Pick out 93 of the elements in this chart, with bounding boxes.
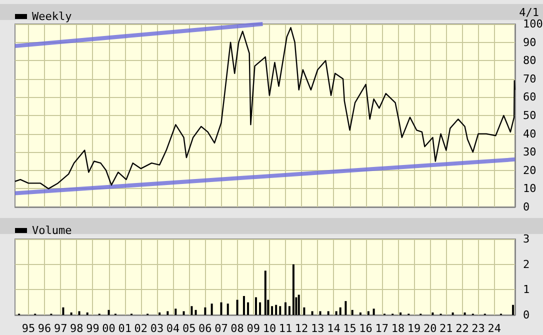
- bar: [247, 302, 250, 315]
- bar: [182, 311, 185, 315]
- x-tick-label: 23: [472, 322, 485, 335]
- bar: [78, 311, 80, 315]
- bar: [236, 300, 238, 315]
- y-tick-label: 30: [523, 146, 536, 159]
- x-tick-label: 12: [294, 322, 308, 335]
- y-tick-label: 0: [523, 308, 530, 322]
- y-tick-label: 2: [523, 258, 530, 271]
- x-tick-label: 24: [488, 322, 502, 335]
- x-tick-label: 21: [440, 322, 453, 335]
- x-tick-label: 01: [118, 322, 132, 335]
- bar: [158, 312, 161, 315]
- x-tick-label: 16: [359, 322, 372, 335]
- x-tick-label: 96: [38, 322, 52, 335]
- x-tick-label: 03: [150, 322, 164, 335]
- bar: [512, 304, 514, 315]
- bar: [166, 311, 169, 315]
- y-tick-label: 40: [523, 127, 536, 140]
- x-tick-label: 06: [198, 322, 212, 335]
- bar: [279, 306, 282, 315]
- bar: [284, 302, 286, 315]
- bar: [108, 310, 110, 315]
- bar: [292, 264, 294, 315]
- x-tick-label: 99: [86, 322, 100, 335]
- bar: [452, 312, 454, 315]
- y-tick-label: 10: [523, 182, 536, 196]
- y-tick-label: 60: [523, 90, 536, 104]
- bar: [220, 302, 222, 315]
- x-tick-label: 09: [246, 322, 260, 335]
- x-tick-label: 02: [134, 322, 148, 335]
- legend-label: Weekly: [32, 10, 72, 23]
- y-tick-label: 90: [523, 36, 536, 49]
- x-tick-label: 19: [407, 322, 421, 335]
- y-tick-label: 100: [523, 18, 543, 30]
- x-tick-label: 14: [327, 322, 341, 335]
- bar: [174, 308, 177, 315]
- x-tick-label: 22: [456, 322, 469, 335]
- x-tick-label: 07: [214, 322, 228, 335]
- bar: [303, 307, 306, 315]
- x-tick-label: 18: [391, 322, 405, 335]
- bar: [359, 312, 362, 315]
- line-series: [14, 27, 516, 190]
- bar: [275, 304, 278, 315]
- bar: [464, 312, 466, 315]
- y-tick-label: 3: [523, 232, 530, 246]
- bar: [344, 301, 347, 315]
- x-tick-label: 17: [375, 322, 389, 335]
- bar: [311, 311, 314, 315]
- y-tick-label: 80: [523, 54, 536, 68]
- bar: [194, 310, 197, 315]
- x-tick-label: 15: [343, 322, 356, 335]
- bar: [259, 302, 262, 315]
- bar: [339, 307, 342, 315]
- x-tick-label: 95: [22, 322, 36, 335]
- bar: [210, 304, 213, 315]
- x-tick-label: 08: [230, 322, 244, 335]
- bar: [204, 307, 206, 315]
- x-tick-label: 10: [262, 322, 276, 335]
- x-tick-label: 04: [166, 322, 180, 335]
- text: 4/1: [519, 6, 540, 19]
- bar: [86, 312, 88, 315]
- bar: [372, 308, 375, 315]
- bar: [190, 306, 193, 315]
- y-tick-label: 20: [523, 164, 536, 177]
- bar: [264, 270, 266, 315]
- bar: [70, 312, 72, 315]
- bar: [367, 311, 370, 315]
- bar: [351, 310, 354, 315]
- y-tick-label: 70: [523, 72, 536, 86]
- x-tick-label: 11: [278, 322, 292, 335]
- bar: [298, 294, 300, 315]
- bar: [432, 312, 434, 315]
- bar: [327, 311, 330, 315]
- x-tick-label: 20: [423, 322, 437, 335]
- bar: [335, 311, 338, 315]
- bar: [242, 296, 245, 315]
- x-tick-label: 13: [311, 322, 324, 335]
- bar: [226, 304, 229, 315]
- bar: [254, 297, 257, 315]
- x-tick-label: 97: [54, 322, 68, 335]
- bar: [288, 306, 290, 315]
- x-tick-label: 98: [70, 322, 84, 335]
- bar: [400, 312, 402, 315]
- bar: [271, 306, 274, 315]
- bar: [62, 307, 64, 315]
- legend-label: Volume: [32, 224, 72, 237]
- bar: [319, 311, 322, 315]
- x-tick-label: 05: [182, 322, 196, 335]
- y-tick-label: 1: [523, 283, 530, 296]
- y-tick-label: 50: [523, 109, 536, 122]
- x-tick-label: 00: [102, 322, 116, 335]
- y-tick-label: 0: [523, 200, 530, 214]
